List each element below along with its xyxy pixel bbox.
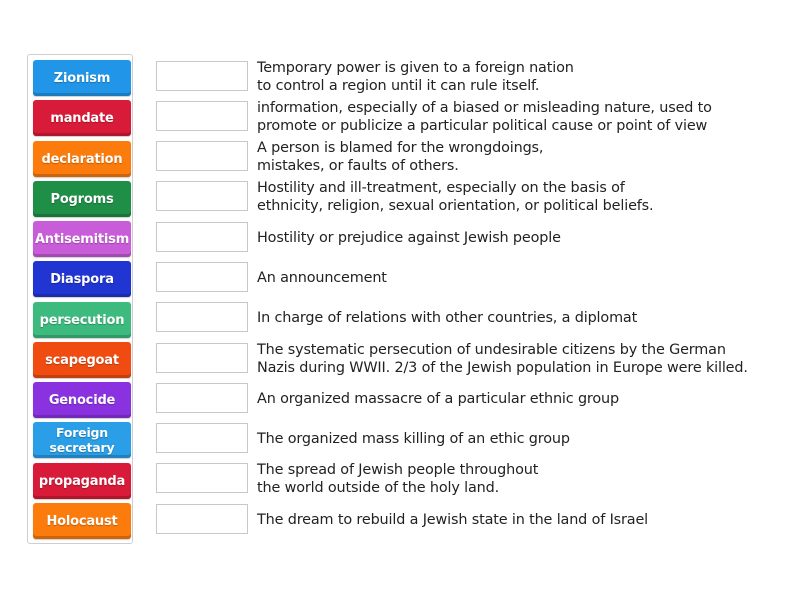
definition-text: Temporary power is given to a foreign na… [257,60,574,94]
match-row: information, especially of a biased or m… [156,99,786,135]
tile-diaspora[interactable]: Diaspora [33,261,131,297]
drop-box[interactable] [156,383,248,413]
definition-text: A person is blamed for the wrongdoings, … [257,140,544,174]
drop-box[interactable] [156,343,248,373]
match-row: The dream to rebuild a Jewish state in t… [156,502,786,538]
match-row: Hostility or prejudice against Jewish pe… [156,220,786,256]
tile-scapegoat[interactable]: scapegoat [33,342,131,378]
definition-text: Hostility or prejudice against Jewish pe… [257,230,561,246]
match-row: The organized mass killing of an ethic g… [156,421,786,457]
drop-box[interactable] [156,181,248,211]
tile-antisemitism[interactable]: Antisemitism [33,221,131,257]
match-row: Hostility and ill-treatment, especially … [156,179,786,215]
definition-text: The organized mass killing of an ethic g… [257,431,570,447]
drop-box[interactable] [156,222,248,252]
tile-zionism[interactable]: Zionism [33,60,131,96]
match-row: The systematic persecution of undesirabl… [156,341,786,377]
drop-box[interactable] [156,423,248,453]
definition-text: information, especially of a biased or m… [257,100,712,134]
match-row: An organized massacre of a particular et… [156,381,786,417]
definition-text: The systematic persecution of undesirabl… [257,342,748,376]
tile-panel: Zionism mandate declaration Pogroms Anti… [27,54,133,544]
drop-box[interactable] [156,101,248,131]
tile-mandate[interactable]: mandate [33,100,131,136]
tile-foreign-secretary[interactable]: Foreign secretary [33,422,131,458]
drop-box[interactable] [156,61,248,91]
drop-box[interactable] [156,141,248,171]
match-row: An announcement [156,260,786,296]
definition-text: The dream to rebuild a Jewish state in t… [257,512,649,528]
tile-persecution[interactable]: persecution [33,302,131,338]
drop-box[interactable] [156,262,248,292]
tile-declaration[interactable]: declaration [33,141,131,177]
tile-propaganda[interactable]: propaganda [33,463,131,499]
drop-box[interactable] [156,463,248,493]
definition-text: Hostility and ill-treatment, especially … [257,180,654,214]
definition-text: An announcement [257,270,387,286]
definition-text: In charge of relations with other countr… [257,310,638,326]
tile-genocide[interactable]: Genocide [33,382,131,418]
match-row: The spread of Jewish people throughout t… [156,461,786,497]
match-row: In charge of relations with other countr… [156,300,786,336]
tile-pogroms[interactable]: Pogroms [33,181,131,217]
drop-box[interactable] [156,504,248,534]
tile-holocaust[interactable]: Holocaust [33,503,131,539]
definition-text: The spread of Jewish people throughout t… [257,462,539,496]
drop-box[interactable] [156,302,248,332]
match-row: Temporary power is given to a foreign na… [156,59,786,95]
match-row: A person is blamed for the wrongdoings, … [156,139,786,175]
definition-text: An organized massacre of a particular et… [257,391,619,407]
